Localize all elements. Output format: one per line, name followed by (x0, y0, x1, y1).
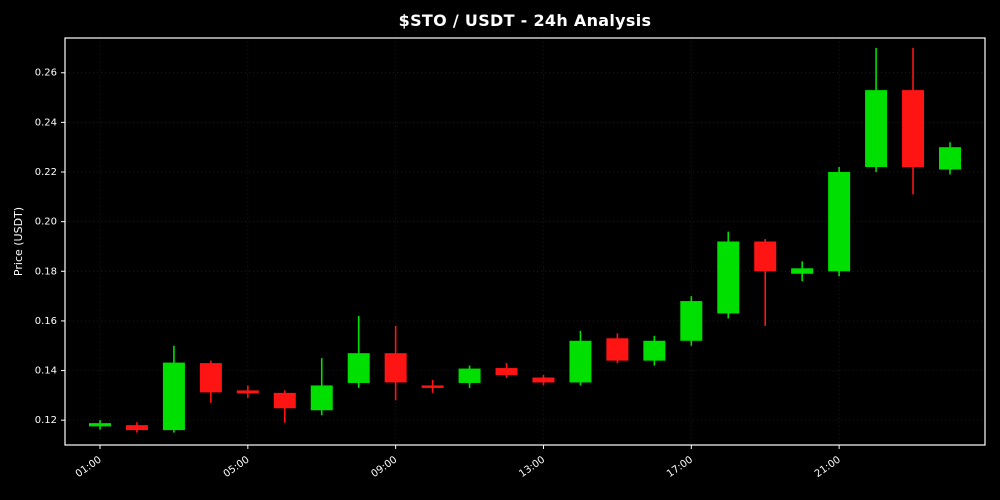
chart-title: $STO / USDT - 24h Analysis (398, 11, 652, 30)
y-tick-label: 0.22 (35, 167, 57, 178)
candle-body-down (199, 363, 222, 393)
candle-body-down (606, 338, 629, 361)
x-tick-label: 13:00 (517, 454, 547, 480)
candle-body-up (865, 90, 888, 168)
candle-body-up (680, 301, 703, 341)
candle-body-down (532, 377, 555, 383)
candle-body-down (273, 392, 296, 409)
y-tick-label: 0.16 (35, 316, 57, 327)
candle-body-down (384, 353, 407, 383)
x-tick-label: 01:00 (74, 454, 104, 480)
x-tick-label: 05:00 (222, 454, 252, 480)
candle-body-up (717, 241, 740, 314)
candle-body-up (310, 385, 333, 411)
y-tick-label: 0.26 (35, 68, 57, 79)
candle-body-down (125, 425, 148, 431)
candle-body-up (939, 147, 961, 170)
candle-body-down (754, 241, 777, 272)
x-tick-label: 17:00 (665, 454, 695, 480)
x-tick-label: 21:00 (813, 454, 843, 480)
x-tick-label: 09:00 (369, 454, 399, 480)
candle-body-up (458, 368, 481, 383)
candle-body-down (902, 90, 925, 168)
y-tick-label: 0.20 (35, 217, 57, 228)
candle-body-down (236, 390, 259, 394)
candle-body-up (828, 172, 851, 272)
y-tick-label: 0.12 (35, 415, 57, 426)
y-tick-label: 0.14 (35, 366, 57, 377)
candle-body-down (421, 385, 444, 388)
candle-body-up (791, 268, 814, 274)
candle-body-up (162, 362, 185, 431)
y-tick-label: 0.24 (35, 117, 57, 128)
candle-body-up (569, 340, 592, 383)
candle-body-up (89, 423, 111, 427)
axis-frame (64, 37, 986, 446)
candle-body-up (347, 353, 370, 383)
candle-body-down (495, 368, 518, 376)
candle-body-up (643, 340, 666, 361)
y-axis-title: Price (USDT) (12, 207, 25, 276)
y-tick-label: 0.18 (35, 266, 57, 277)
